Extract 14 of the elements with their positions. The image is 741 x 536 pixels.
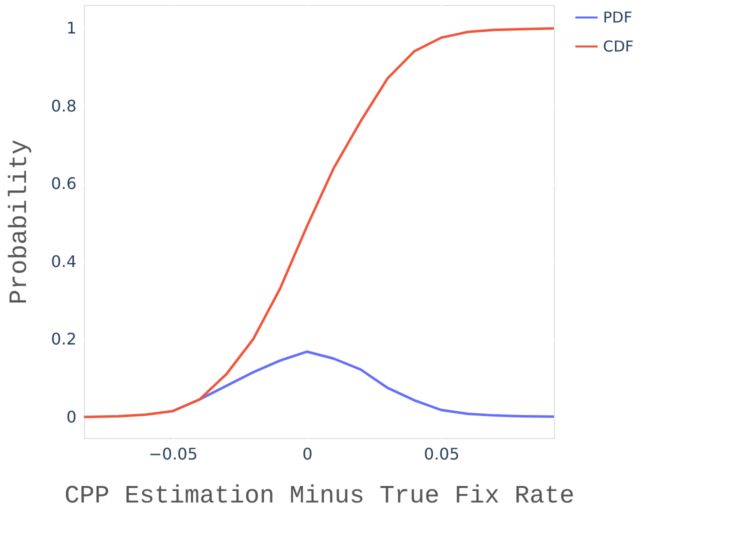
- legend-label: CDF: [603, 38, 634, 56]
- line-series: [82, 27, 556, 418]
- legend-label: PDF: [603, 8, 632, 26]
- y-axis-title: Probability: [5, 139, 34, 305]
- y-tick-label: 0.8: [51, 96, 76, 116]
- y-tick-label: 0.6: [51, 174, 76, 194]
- y-tick-label: 0: [66, 407, 76, 426]
- x-tick-label: −0.05: [148, 444, 198, 464]
- x-axis-title: CPP Estimation Minus True Fix Rate: [64, 482, 575, 510]
- y-tick-label: 0.4: [51, 252, 76, 271]
- y-tick-label: 0.2: [51, 330, 76, 349]
- y-tick-label: 1: [66, 18, 76, 38]
- x-tick-label: 0.05: [424, 444, 460, 464]
- x-tick-label: 0: [302, 444, 313, 464]
